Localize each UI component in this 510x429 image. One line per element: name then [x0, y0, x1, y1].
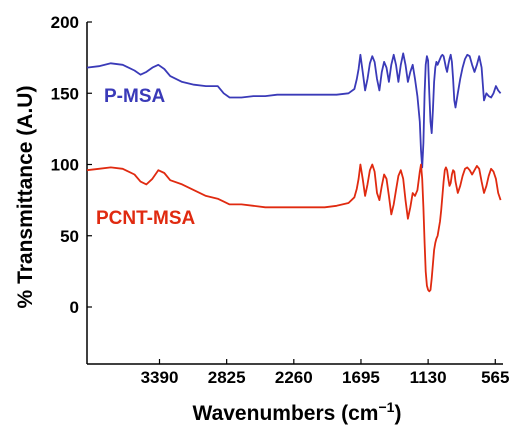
y-tick-label: 50 — [60, 227, 79, 246]
x-axis-title: Wavenumbers (cm−1) — [193, 399, 402, 425]
y-tick-label: 200 — [51, 13, 79, 32]
x-tick-label: 2260 — [275, 368, 313, 387]
y-axis-title: % Transmittance (A.U) — [14, 86, 37, 309]
series-label-pcnt-msa: PCNT-MSA — [96, 208, 196, 229]
y-tick-label: 150 — [51, 84, 79, 103]
x-tick-label: 1130 — [410, 368, 447, 387]
series-line-pcnt-msa — [86, 163, 502, 293]
x-axis-ticks: 3390 2825 2260 1695 1130 565 — [141, 359, 509, 387]
x-tick-label: 1695 — [342, 368, 380, 387]
y-tick-label: 100 — [51, 156, 79, 175]
y-axis-ticks: 0 50 100 150 200 — [51, 13, 92, 317]
x-tick-label: 2825 — [208, 368, 246, 387]
x-tick-label: 565 — [481, 368, 509, 387]
x-tick-label: 3390 — [141, 368, 179, 387]
series-labels: P-MSA PCNT-MSA — [96, 86, 196, 229]
series-lines — [86, 52, 502, 293]
series-label-p-msa: P-MSA — [104, 86, 166, 107]
series-line-p-msa — [86, 52, 502, 169]
y-tick-label: 0 — [70, 298, 79, 317]
axes — [86, 22, 503, 365]
